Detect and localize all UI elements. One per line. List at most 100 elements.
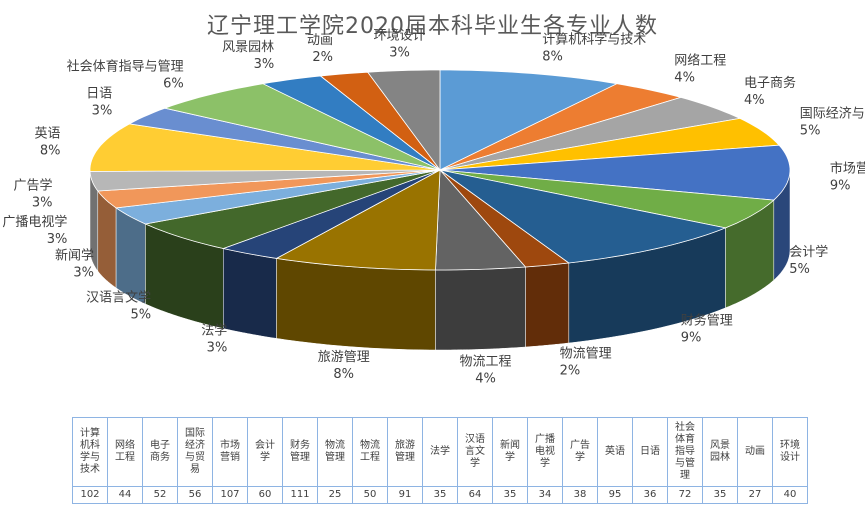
slice-label-name: 新闻学 [55,247,94,263]
slice-label-name: 财务管理 [681,312,733,328]
slice-label-percent: 3% [92,104,113,119]
pie-slice-side [276,258,436,351]
pie-slice [439,117,780,171]
slice-label-percent: 5% [789,262,810,277]
table-header-cell: 风景园林 [702,417,738,487]
slice-label-name: 会计学 [789,244,828,260]
pie-slice [439,169,727,264]
table-value-cell: 25 [317,486,353,504]
pie-slice [163,83,441,171]
slice-label: 汉语言文学 5% [86,289,151,322]
pie-slice-side [223,248,277,339]
slice-label-percent: 4% [674,71,695,86]
pie-slice-side [525,262,570,348]
data-table: 计算机科学与技术 网络工程 电子商务 国际经济与贸易 市场营销 会计学 财务管理 物流管理 物流… [72,417,808,504]
slice-label: 物流管理 2% [560,346,612,378]
data-table-value-row: 102 44 52 56 107 60 111 25 50 91 35 64 35 34 38 95 36 72 3… [72,486,808,504]
slice-label: 风景园林 3% [222,40,274,72]
table-header-cell: 环境设计 [772,417,808,487]
slice-label-percent: 8% [542,50,563,65]
table-header-label: 广播电视学 [535,434,555,469]
table-value-cell: 72 [667,486,703,504]
slice-label-percent: 3% [207,341,228,356]
table-header-cell: 法学 [422,417,458,487]
slice-label-name: 计算机科学与技术 [542,32,646,48]
table-header-label: 市场营销 [220,440,240,463]
slice-label: 社会体育指导与管理 6% [67,59,184,92]
slice-label-name: 汉语言文学 [86,289,151,305]
slice-label-name: 国际经济与贸易 [800,107,865,122]
table-header-cell: 汉语言文学 [457,417,493,487]
table-header-cell: 国际经济与贸易 [177,417,213,487]
table-header-cell: 物流管理 [317,417,353,487]
pie-slice [319,71,441,171]
slice-label: 日语 3% [86,87,112,119]
pie-slice [275,169,441,271]
table-value-cell: 34 [527,486,563,504]
table-value-cell: 35 [702,486,738,504]
slice-label-name: 社会体育指导与管理 [67,59,184,75]
table-value-cell: 40 [772,486,808,504]
slice-label-name: 英语 [34,127,60,142]
slice-label: 动画 2% [307,33,333,65]
slice-label-percent: 2% [560,363,581,378]
pie-slice [144,169,441,249]
table-header-label: 国际经济与贸易 [185,428,205,475]
slice-label-name: 网络工程 [674,53,726,69]
table-header-label: 汉语言文学 [465,434,485,469]
slice-label-percent: 3% [73,265,94,280]
slice-label-percent: 8% [40,144,61,159]
table-header-label: 环境设计 [780,440,800,463]
slice-label-percent: 4% [475,372,496,387]
slice-label-name: 物流管理 [560,346,612,361]
pie-slice [435,168,527,271]
slice-label: 广播电视学 3% [2,214,67,247]
pie-slice [89,123,441,172]
slice-label-percent: 9% [830,179,851,194]
table-header-label: 物流工程 [360,440,380,463]
table-header-cell: 英语 [597,417,633,487]
table-header-label: 财务管理 [290,440,310,463]
slice-label: 环境设计 3% [373,29,425,61]
table-header-cell: 物流工程 [352,417,388,487]
slice-label-percent: 6% [163,77,184,92]
table-header-cell: 旅游管理 [387,417,423,487]
pie-slice [221,169,441,259]
slice-label-percent: 3% [389,46,410,61]
slice-label-name: 日语 [86,87,112,102]
slice-label-name: 电子商务 [744,75,796,91]
slice-label-name: 广播电视学 [2,214,67,230]
table-value-cell: 35 [492,486,528,504]
table-value-cell: 50 [352,486,388,504]
chart-title: 辽宁理工学院2020届本科毕业生各专业人数 [207,14,658,39]
pie-slice [439,144,791,201]
slice-label-percent: 5% [130,307,151,322]
slice-label: 新闻学 3% [55,247,94,280]
pie-slice [367,69,441,172]
table-header-cell: 广告学 [562,417,598,487]
slice-label-percent: 9% [681,330,702,345]
data-table-header-row: 计算机科学与技术 网络工程 电子商务 国际经济与贸易 市场营销 会计学 财务管理 物流管理 物流… [72,417,808,487]
table-header-cell: 网络工程 [107,417,143,487]
slice-label-name: 广告学 [13,178,52,194]
table-header-cell: 计算机科学与技术 [72,417,108,487]
pie-slice [439,169,570,268]
table-value-cell: 64 [457,486,493,504]
slice-label: 国际经济与贸易 5% [800,107,865,139]
table-value-cell: 27 [737,486,773,504]
slice-label: 法学 3% [201,323,227,356]
table-header-cell: 日语 [632,417,668,487]
slice-label-name: 旅游管理 [318,350,370,365]
table-header-label: 动画 [745,446,765,457]
slice-label-percent: 5% [800,124,821,139]
table-value-cell: 60 [247,486,283,504]
slice-label: 计算机科学与技术 8% [542,32,646,65]
slice-label-percent: 8% [333,367,354,382]
table-value-cell: 56 [177,486,213,504]
table-header-label: 新闻学 [500,440,520,463]
table-header-cell: 会计学 [247,417,283,487]
table-value-cell: 91 [387,486,423,504]
slice-label: 广告学 3% [13,178,52,211]
table-value-cell: 44 [107,486,143,504]
slice-label-name: 动画 [307,33,333,48]
